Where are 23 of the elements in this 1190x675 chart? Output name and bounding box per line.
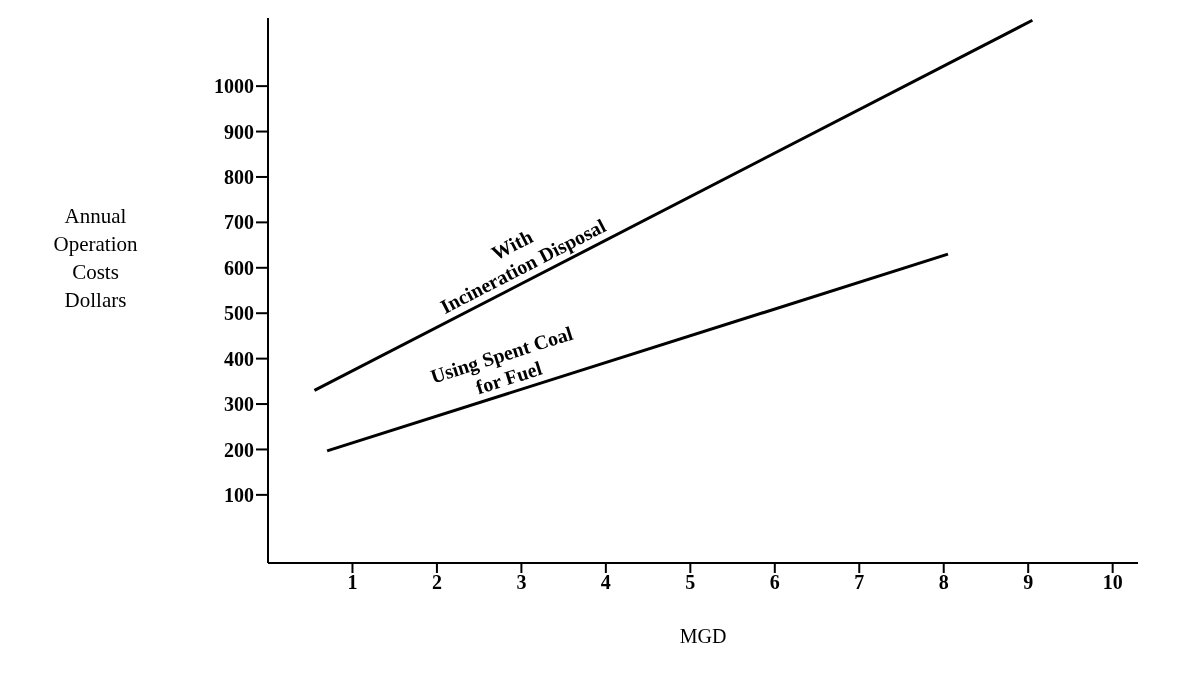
x-tick-label: 1 bbox=[347, 571, 358, 594]
y-tick-label: 400 bbox=[224, 347, 254, 370]
y-axis-title: Annual Operation Costs Dollars bbox=[52, 203, 139, 315]
text: Using Spent Coal for Fuel bbox=[427, 321, 577, 399]
y-tick-label: 100 bbox=[224, 483, 254, 506]
x-axis-title: MGD bbox=[679, 625, 727, 647]
x-tick-label: 7 bbox=[854, 571, 865, 594]
x-tick-label: 9 bbox=[1023, 571, 1034, 594]
x-tick-label: 3 bbox=[516, 571, 527, 594]
y-tick-label: 1000 bbox=[214, 75, 254, 98]
y-tick-label: 500 bbox=[224, 302, 254, 325]
y-tick-label: 900 bbox=[224, 120, 254, 143]
y-tick-label: 800 bbox=[224, 166, 254, 189]
y-tick-label: 600 bbox=[224, 256, 254, 279]
y-tick-label: 200 bbox=[224, 438, 254, 461]
x-tick-label: 6 bbox=[769, 571, 780, 594]
x-tick-label: 5 bbox=[685, 571, 696, 594]
x-tick-label: 8 bbox=[938, 571, 949, 594]
x-tick-label: 2 bbox=[431, 571, 442, 594]
x-tick-label: 10 bbox=[1102, 571, 1123, 594]
x-tick-label: 4 bbox=[600, 571, 611, 594]
y-tick-label: 700 bbox=[224, 211, 254, 234]
y-tick-label: 300 bbox=[224, 393, 254, 416]
